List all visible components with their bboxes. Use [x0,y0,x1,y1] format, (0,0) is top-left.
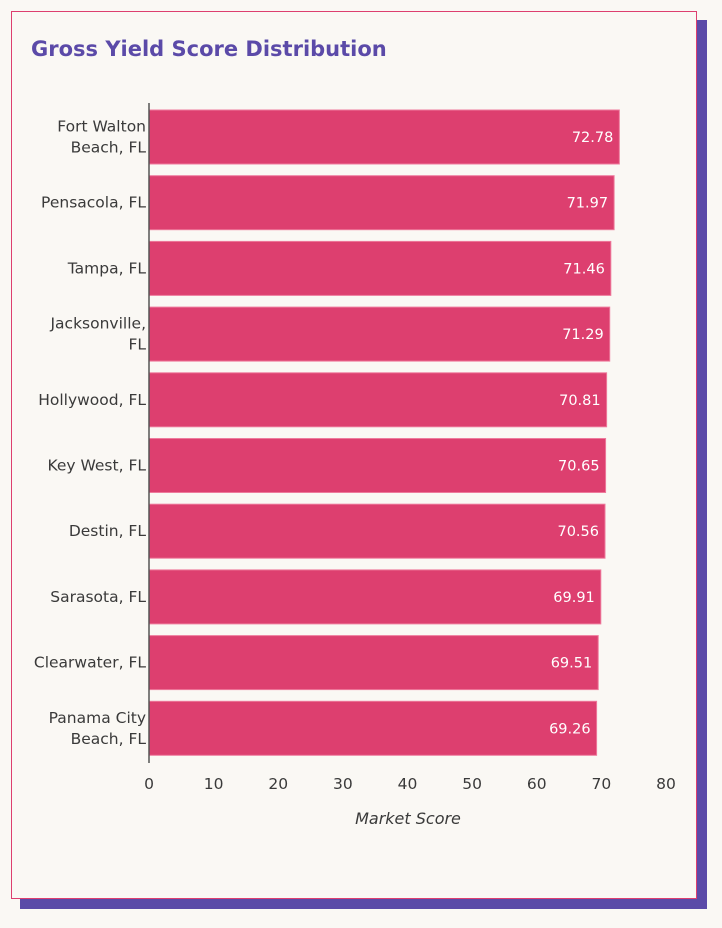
bar-value-label: 69.91 [553,590,595,606]
y-tick-label: Pensacola, FL [41,194,146,212]
y-axis-labels: Fort Walton Beach, FL Pensacola, FL Tampa, … [34,118,146,748]
y-tick-label: Clearwater, FL [34,654,146,672]
bar [148,569,602,625]
bar-value-label: 70.65 [558,459,600,475]
y-tick-label: Panama City Beach, FL [49,709,147,748]
y-tick-label: Sarasota, FL [50,588,146,606]
x-tick-label: 30 [333,775,353,793]
bar-value-label: 69.26 [549,721,591,737]
y-tick-label: Key West, FL [47,457,146,475]
bar-value-label: 70.56 [557,524,599,540]
x-tick-label: 50 [462,775,482,793]
chart-title: Gross Yield Score Distribution [31,37,387,61]
bar [148,306,611,362]
y-tick-label: Tampa, FL [67,259,147,277]
bar-value-label: 70.81 [559,393,601,409]
y-tick-label: Destin, FL [69,522,147,540]
x-axis-ticks: 0 10 20 30 40 50 60 70 80 [144,775,676,793]
x-tick-label: 80 [656,775,676,793]
bar [148,372,608,428]
bars-layer: 72.78 71.97 71.46 71.29 70.81 70.65 70.56 69.91… [148,109,620,756]
bar-value-label: 69.51 [551,656,593,672]
bar [148,175,615,231]
y-tick-label: Fort Walton Beach, FL [57,118,146,157]
x-tick-label: 60 [527,775,547,793]
y-tick-label: Hollywood, FL [38,391,146,409]
x-tick-label: 70 [592,775,612,793]
x-tick-label: 40 [398,775,418,793]
bar [148,109,620,165]
y-tick-label: Jacksonville, FL [49,315,146,354]
x-tick-label: 10 [204,775,224,793]
bar [148,700,598,756]
bar [148,635,599,691]
x-axis-title: Market Score [355,809,461,828]
bar-value-label: 71.97 [567,196,609,212]
bar-value-label: 71.29 [562,327,604,343]
x-tick-label: 20 [268,775,288,793]
bar-value-label: 71.46 [563,261,605,277]
x-tick-label: 0 [144,775,154,793]
bar-value-label: 72.78 [572,130,614,146]
bar [148,240,612,296]
bar [148,503,606,559]
bar [148,438,607,493]
